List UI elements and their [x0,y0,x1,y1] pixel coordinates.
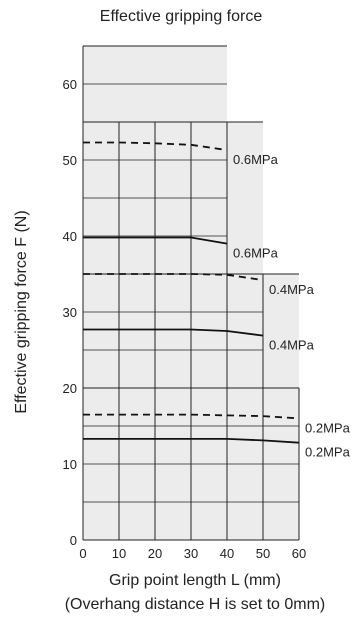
x-tick-label: 0 [79,546,86,561]
series-label: 0.2MPa [305,445,351,460]
y-tick-label: 60 [63,77,77,92]
series-label: 0.4MPa [269,338,315,353]
y-tick-label: 20 [63,381,77,396]
series-line-dashed [83,413,300,420]
series-label: 0.2MPa [305,420,351,435]
series-line-solid [83,328,264,337]
series-label: 0.4MPa [269,282,315,297]
series-line-dashed [83,141,228,151]
x-axis-label: Grip point length L (mm) [109,572,281,589]
y-tick-label: 50 [63,153,77,168]
series-line-dashed [83,273,264,281]
x-tick-label: 30 [184,546,198,561]
series-line-solid [83,438,300,444]
y-tick-label: 10 [63,457,77,472]
y-tick-label: 40 [63,229,77,244]
series-label: 0.6MPa [233,152,279,167]
x-tick-label: 10 [112,546,126,561]
y-tick-label: 30 [63,305,77,320]
x-tick-label: 40 [220,546,234,561]
x-tick-label: 50 [256,546,270,561]
series-line-solid [83,236,228,245]
x-tick-label: 20 [148,546,162,561]
y-tick-label: 0 [70,533,77,548]
series-label: 0.6MPa [233,246,279,261]
x-axis-note: (Overhang distance H is set to 0mm) [64,596,326,613]
x-tick-label: 60 [292,546,306,561]
chart-title: Effective gripping force [99,8,263,25]
